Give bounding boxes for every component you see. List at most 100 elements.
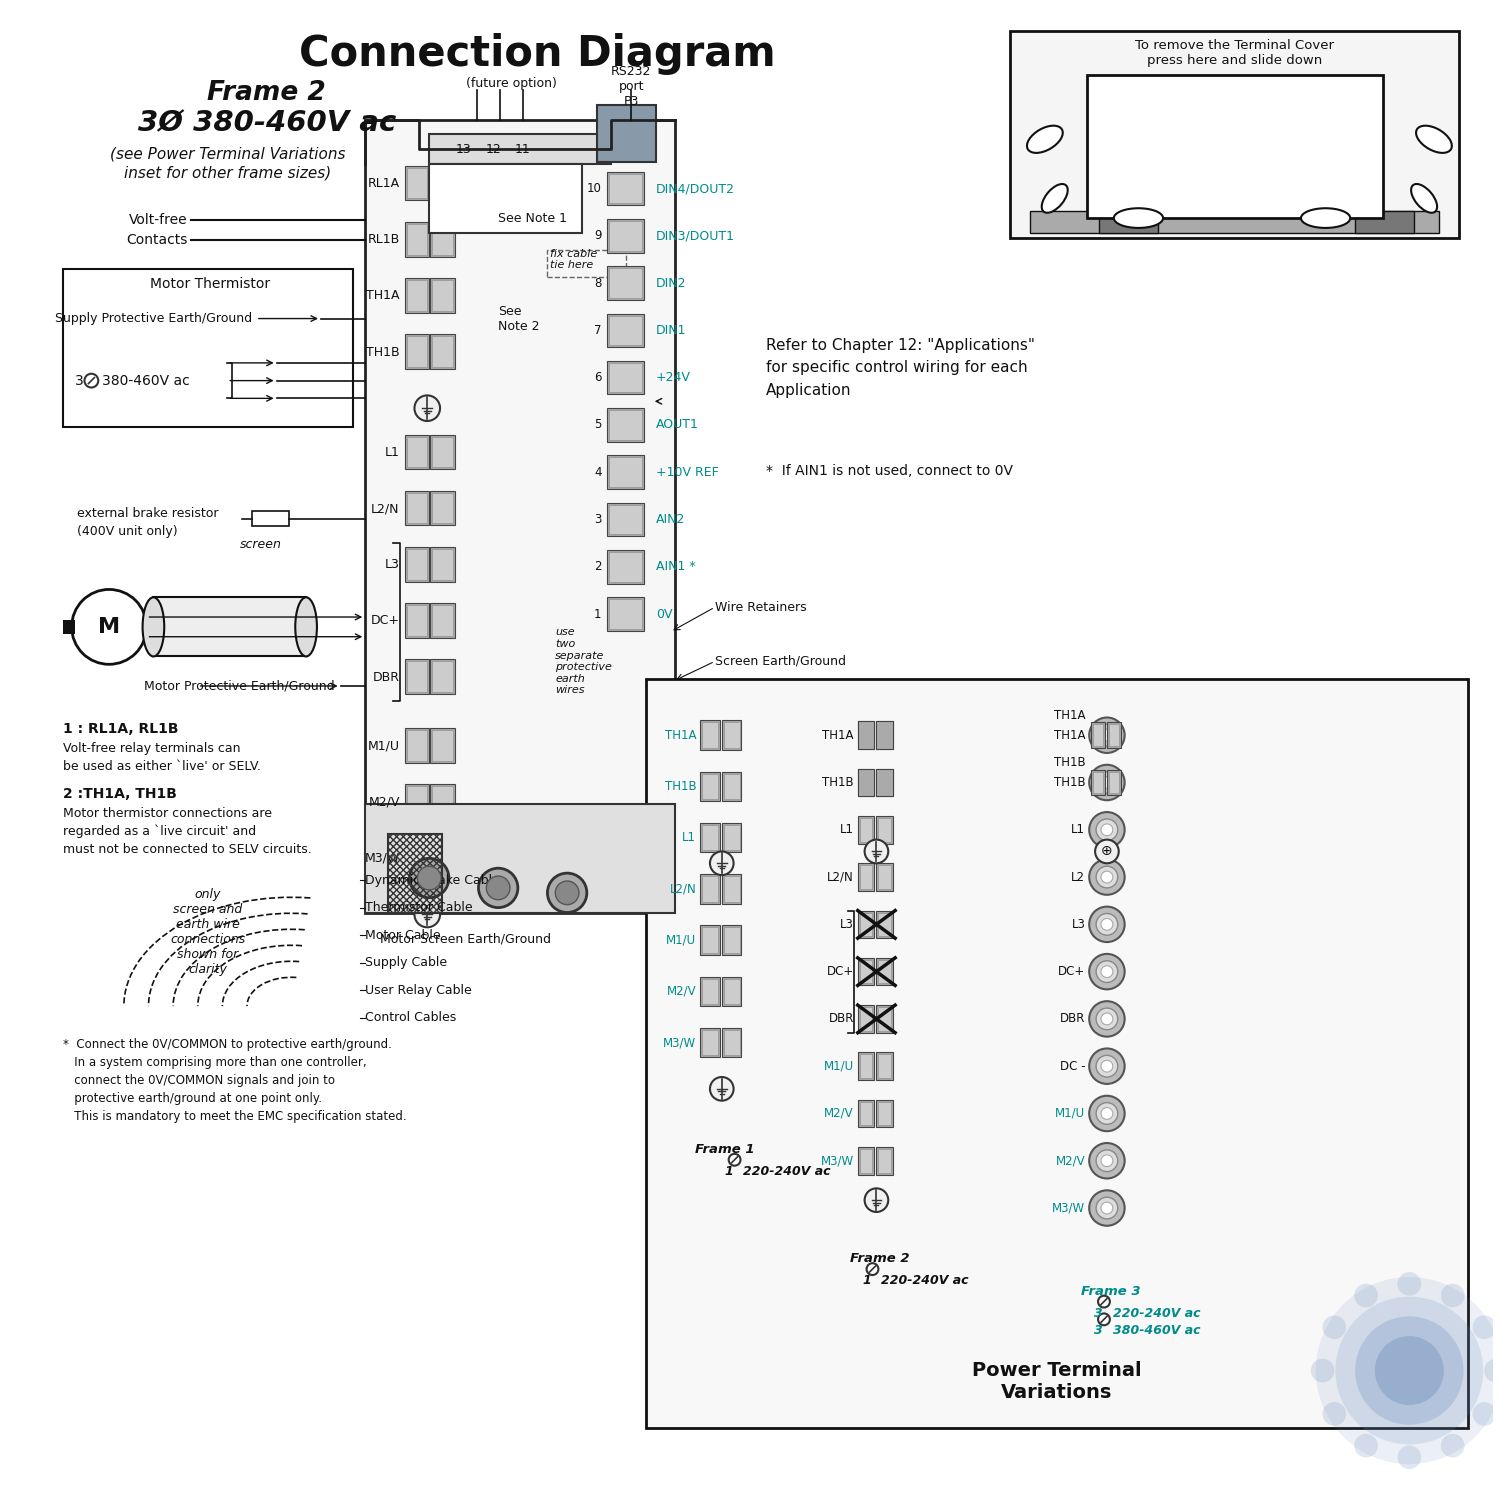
Circle shape (1089, 765, 1125, 800)
Text: M3/W: M3/W (663, 1036, 696, 1048)
Text: M: M (98, 616, 120, 638)
Text: Frame 2: Frame 2 (849, 1252, 909, 1266)
Circle shape (1098, 1314, 1110, 1326)
Bar (252, 510, 290, 526)
Bar (406, 224, 427, 255)
Text: 2 :TH1A, TH1B: 2 :TH1A, TH1B (63, 788, 177, 801)
Circle shape (1473, 1316, 1496, 1340)
Circle shape (555, 880, 579, 904)
Bar (606, 362, 644, 394)
Bar (406, 604, 427, 636)
Bar (1094, 771, 1102, 794)
Bar (1090, 770, 1106, 795)
Bar (432, 604, 453, 636)
Text: 1 : RL1A, RL1B: 1 : RL1A, RL1B (63, 723, 178, 736)
Text: Dynamic Brake Cable: Dynamic Brake Cable (364, 873, 500, 886)
Text: 220-240V ac: 220-240V ac (744, 1164, 831, 1178)
Text: TH1B: TH1B (366, 345, 399, 358)
Bar (858, 816, 874, 843)
Circle shape (1101, 1202, 1113, 1214)
Text: M3/W: M3/W (1052, 1202, 1086, 1215)
Text: 11: 11 (514, 142, 531, 156)
Text: 4: 4 (594, 465, 602, 478)
Circle shape (1101, 729, 1113, 741)
Bar (724, 927, 740, 952)
Bar (722, 926, 741, 956)
Circle shape (1101, 824, 1113, 836)
Bar (1030, 211, 1438, 232)
Circle shape (710, 852, 734, 874)
Text: L2/N: L2/N (370, 503, 399, 515)
Bar (63, 620, 75, 634)
Bar (646, 680, 1468, 1428)
Bar (700, 1028, 720, 1057)
Circle shape (410, 858, 448, 898)
Bar (700, 771, 720, 801)
Bar (858, 958, 874, 986)
Bar (858, 1100, 874, 1128)
Text: inset for other frame sizes): inset for other frame sizes) (123, 166, 332, 182)
Text: (future option): (future option) (465, 76, 556, 90)
Text: Volt-free relay terminals can: Volt-free relay terminals can (63, 742, 240, 754)
Text: See Note 1: See Note 1 (498, 211, 567, 225)
Bar (722, 874, 741, 903)
Text: +10V REF: +10V REF (656, 465, 718, 478)
Text: L3: L3 (1071, 918, 1086, 932)
Circle shape (1311, 1359, 1335, 1383)
Bar (876, 722, 892, 748)
Circle shape (1096, 1008, 1118, 1029)
Text: DIN1: DIN1 (656, 324, 687, 338)
Bar (724, 1029, 740, 1056)
Circle shape (1239, 134, 1254, 148)
Text: ⊕: ⊕ (1101, 844, 1113, 858)
Circle shape (864, 840, 888, 864)
Text: M1/U: M1/U (368, 740, 399, 753)
Circle shape (548, 873, 586, 912)
Text: (400V unit only): (400V unit only) (76, 525, 177, 538)
Text: fix cable
tie here: fix cable tie here (550, 249, 597, 270)
Circle shape (1096, 1197, 1118, 1219)
Bar (876, 1148, 892, 1174)
Text: only
screen and
earth wire
connections
shown for
clarity: only screen and earth wire connections s… (170, 888, 244, 977)
Circle shape (1096, 962, 1118, 982)
Circle shape (1442, 1284, 1464, 1308)
Bar (702, 876, 718, 902)
Circle shape (1089, 1191, 1125, 1225)
Text: be used as either `live' or SELV.: be used as either `live' or SELV. (63, 760, 261, 772)
Bar (859, 1007, 873, 1031)
Circle shape (1442, 1434, 1464, 1458)
Bar (859, 723, 873, 747)
Bar (406, 662, 427, 692)
Bar (606, 597, 644, 632)
Bar (1108, 724, 1119, 746)
Bar (606, 503, 644, 536)
Circle shape (1089, 954, 1125, 990)
Text: Power Terminal
Variations: Power Terminal Variations (972, 1360, 1142, 1402)
Bar (432, 280, 453, 310)
Bar (876, 768, 892, 796)
Bar (405, 548, 429, 582)
Bar (879, 1054, 891, 1078)
Circle shape (417, 865, 441, 889)
Text: 1: 1 (862, 1274, 871, 1287)
Bar (1011, 32, 1458, 239)
Circle shape (864, 1188, 888, 1212)
Bar (430, 729, 454, 764)
Bar (1107, 723, 1120, 748)
Text: regarded as a `live circuit' and: regarded as a `live circuit' and (63, 825, 256, 839)
Circle shape (1096, 724, 1118, 746)
Bar (858, 1053, 874, 1080)
Text: 3: 3 (594, 513, 602, 526)
Text: *  Connect the 0V/COMMON to protective earth/ground.
   In a system comprising m: * Connect the 0V/COMMON to protective ea… (63, 1038, 406, 1122)
Bar (1107, 770, 1120, 795)
Text: (see Power Terminal Variations: (see Power Terminal Variations (110, 146, 345, 160)
Bar (859, 1101, 873, 1125)
Circle shape (1096, 771, 1118, 794)
Bar (606, 550, 644, 584)
Bar (432, 494, 453, 524)
Text: L2/N: L2/N (669, 882, 696, 896)
Circle shape (1089, 906, 1125, 942)
Bar (876, 1005, 892, 1032)
Circle shape (1096, 865, 1118, 888)
Bar (724, 978, 740, 1004)
